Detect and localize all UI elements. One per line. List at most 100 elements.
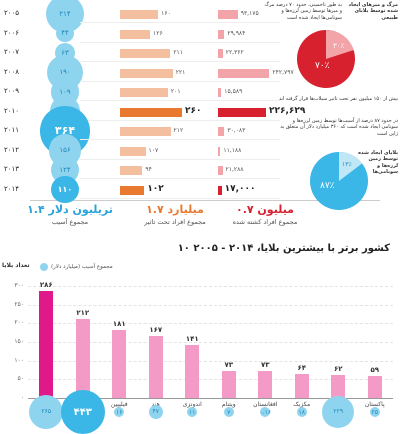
year-label: ۲۰۱۲ xyxy=(4,145,20,154)
y-tick-label: ۵۰ xyxy=(17,375,24,383)
row-guide xyxy=(80,41,280,43)
killed-value: ۱۱,۱۸۸ xyxy=(223,146,242,154)
bar-value-label: ۱۸۱ xyxy=(112,320,126,329)
row-guide xyxy=(80,61,280,62)
killed-total: ۰.۷ میلیون xyxy=(235,203,294,216)
row-guide xyxy=(80,197,280,199)
affected-value: ۹۴ xyxy=(145,166,152,173)
pie-bottom: ۸۷٪ ۱۳٪ xyxy=(310,152,368,210)
killed-bar xyxy=(218,185,222,195)
damage-bubble: ۴۷ xyxy=(148,404,163,420)
affected-bar xyxy=(120,88,168,97)
category-label: مکزیک xyxy=(293,401,311,408)
affected-value: ۱۰۷ xyxy=(148,146,159,154)
category-label: ویتنام xyxy=(221,401,236,408)
year-label: ۲۰۱۰ xyxy=(4,106,20,115)
row-guide xyxy=(80,22,280,23)
gridline xyxy=(28,342,393,344)
year-label: ۲۰۰۵ xyxy=(4,9,20,17)
killed-bar xyxy=(218,107,266,117)
pie-top-label: ۷۰٪ xyxy=(315,61,330,71)
affected-value: ۱۶۰ xyxy=(161,10,171,17)
killed-bar xyxy=(218,49,223,58)
damage-bubble: ۲۵ xyxy=(369,406,380,418)
pie-bottom-label-small: ۱۳٪ xyxy=(342,161,352,168)
bar-value-label: ۵۹ xyxy=(370,365,380,374)
gridline xyxy=(28,398,393,400)
killed-value: ۲۲,۳۶۲ xyxy=(225,49,244,56)
y-tick-label: ۰ xyxy=(20,394,24,401)
year-label: ۲۰۰۷ xyxy=(4,48,20,56)
row-guide xyxy=(80,100,280,101)
affected-bar xyxy=(120,185,145,195)
gridline xyxy=(28,379,393,381)
bar xyxy=(112,330,127,398)
y-tick-label: ۳۰۰ xyxy=(14,282,24,289)
affected-value: ۲۶۰ xyxy=(185,105,202,116)
killed-value: ۲۴۲,۷۹۷ xyxy=(272,68,294,76)
chart-title: ۱۰ کشور برتر با بیشترین بلایا، ۲۰۱۴ - ۲۰… xyxy=(177,243,390,254)
legend-bubble-icon xyxy=(40,263,48,271)
note-mid2: در حدود ۸۷ درصد از آسیب‌ها توسط زمین لرز… xyxy=(280,118,398,137)
bar-value-label: ۲۱۲ xyxy=(76,308,90,317)
affected-value: ۱۰۲ xyxy=(147,183,164,194)
y-tick-label: ۱۰۰ xyxy=(14,356,24,364)
year-label: ۲۰۱۴ xyxy=(4,184,20,193)
year-label: ۲۰۰۶ xyxy=(4,28,20,37)
affected-bar xyxy=(120,68,173,78)
affected-bar xyxy=(120,49,171,58)
gridline xyxy=(28,323,393,325)
bar xyxy=(185,345,200,398)
gridline xyxy=(28,286,393,288)
category-label: اندونزی xyxy=(182,401,202,408)
affected-bar xyxy=(120,166,143,175)
bar xyxy=(331,374,346,398)
affected-value: ۲۰۱ xyxy=(170,88,181,95)
affected-value: ۲۱۲ xyxy=(173,127,184,134)
affected-bar xyxy=(120,107,182,117)
summary-divider xyxy=(30,200,380,201)
category-label: افغانستان xyxy=(253,401,278,408)
damage-bubble: ۰.۱۶ xyxy=(259,407,272,417)
bar xyxy=(258,370,273,398)
affected-caption: مجموع افراد تحت تاثیر xyxy=(144,218,206,226)
killed-value: ۹۳,۱۷۵ xyxy=(240,10,259,17)
bar xyxy=(39,291,54,398)
damage-bubble: ۱۱ xyxy=(187,407,198,417)
year-label: ۲۰۰۹ xyxy=(4,87,20,95)
row-guide xyxy=(80,158,280,160)
affected-bar xyxy=(120,146,146,156)
killed-bar xyxy=(218,127,225,136)
bar-value-label: ۷۳ xyxy=(260,360,270,369)
affected-total: ۱.۷ میلیارد xyxy=(146,203,204,216)
year-label: ۲۰۱۱ xyxy=(4,126,20,134)
damage-bubble: ۲۱۴ xyxy=(45,0,84,34)
note-mid: بیش از ۱۵۰ میلیون نفر تحت تاثیر سیلاب‌ها… xyxy=(278,96,398,102)
y-tick-label: ۱۵۰ xyxy=(14,338,24,345)
killed-bar xyxy=(218,166,223,175)
y-tick-label: ۲۵۰ xyxy=(14,300,24,308)
killed-bar xyxy=(218,68,270,78)
killed-bar xyxy=(218,146,221,156)
note-top-left: به طور تاخمینی، حدود ۷۰ درصد مرگ و میرها… xyxy=(264,2,342,21)
killed-bar xyxy=(218,10,238,19)
killed-value: ۱۷,۰۰۰ xyxy=(224,183,256,194)
pie-top: ۷۰٪ ۳۰٪ xyxy=(297,29,355,88)
bar-value-label: ۶۴ xyxy=(297,364,307,373)
affected-bar xyxy=(120,127,171,136)
killed-value: ۲۹,۹۸۴ xyxy=(227,29,246,37)
bar-value-label: ۱۴۱ xyxy=(185,335,199,344)
category-label: پاکستان xyxy=(364,401,385,408)
killed-value: ۲۱,۲۸۸ xyxy=(225,166,244,173)
row-guide xyxy=(80,178,280,179)
y-tick-label: ۲۰۰ xyxy=(14,319,24,327)
damage-bubble: ۱۶ xyxy=(114,407,125,417)
note-top-right: مرگ و میرهای ایجاد شده توسط بلایای طبیعی xyxy=(348,2,398,21)
row-guide xyxy=(80,119,280,121)
legend: مجموع آسیب (میلیارد دلار) xyxy=(40,263,113,271)
row-guide xyxy=(80,139,280,140)
killed-bar xyxy=(218,29,225,39)
affected-bar xyxy=(120,29,151,39)
bar-value-label: ۶۲ xyxy=(333,364,343,373)
category-label: فیلیپین xyxy=(110,401,128,408)
